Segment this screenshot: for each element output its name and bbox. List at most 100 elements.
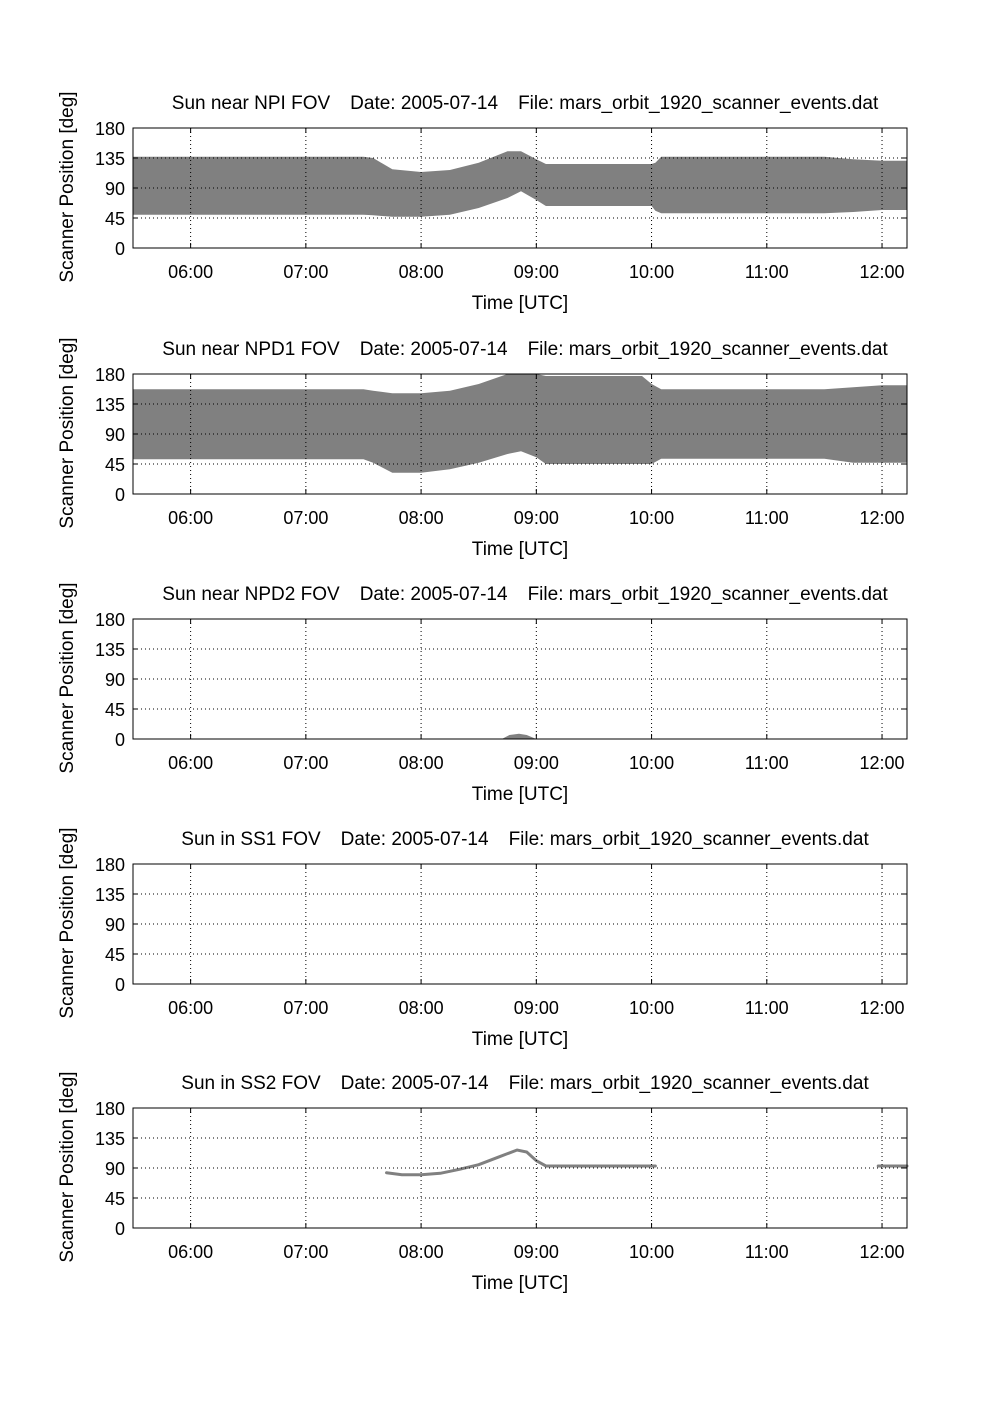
y-tick-label: 90 <box>105 670 125 690</box>
x-tick-label: 07:00 <box>283 262 328 282</box>
x-tick-label: 11:00 <box>745 753 789 773</box>
y-tick-label: 0 <box>115 485 125 505</box>
x-tick-label: 09:00 <box>514 262 559 282</box>
y-tick-label: 90 <box>105 179 125 199</box>
x-tick-label: 12:00 <box>860 1242 905 1262</box>
y-axis-label: Scanner Position [deg] <box>57 827 78 1018</box>
x-tick-label: 10:00 <box>629 1242 674 1262</box>
y-tick-label: 135 <box>95 885 125 905</box>
x-axis-label: Time [UTC] <box>472 539 568 560</box>
title-date: Date: 2005-07-14 <box>341 1073 489 1094</box>
y-axis-label: Scanner Position [deg] <box>57 337 78 528</box>
title-date: Date: 2005-07-14 <box>360 339 508 360</box>
title-text: Sun in SS1 FOV <box>181 829 321 850</box>
y-tick-label: 180 <box>95 610 125 630</box>
y-tick-label: 0 <box>115 975 125 995</box>
y-tick-label: 45 <box>105 1189 125 1209</box>
x-tick-label: 09:00 <box>514 998 559 1018</box>
x-tick-label: 11:00 <box>745 508 789 528</box>
x-tick-label: 06:00 <box>168 998 213 1018</box>
x-tick-label: 10:00 <box>629 998 674 1018</box>
panel-sun-near-npd1-fov: 06:00 07:00 08:00 09:00 10:00 11:00 12:00 0 45 90… <box>57 337 908 560</box>
x-tick-label: 10:00 <box>629 262 674 282</box>
y-tick-label: 45 <box>105 455 125 475</box>
y-tick-label: 135 <box>95 395 125 415</box>
scanner-band-0 <box>133 151 907 217</box>
x-tick-label: 06:00 <box>168 1242 213 1262</box>
title-text: Sun near NPD1 FOV <box>162 339 340 360</box>
x-tick-label: 06:00 <box>168 753 213 773</box>
x-axis-label: Time [UTC] <box>472 784 568 805</box>
y-tick-label: 45 <box>105 209 125 229</box>
x-tick-label: 12:00 <box>860 262 905 282</box>
panel-title: Sun in SS2 FOV Date: 2005-07-14 File: mars… <box>181 1073 869 1094</box>
title-text: Sun near NPD2 FOV <box>162 584 340 605</box>
title-date: Date: 2005-07-14 <box>360 584 508 605</box>
x-tick-label: 07:00 <box>283 1242 328 1262</box>
panel-title: Sun near NPD1 FOV Date: 2005-07-14 File: m… <box>162 339 888 360</box>
scanner-band-0 <box>133 374 907 473</box>
title-file: File: mars_orbit_1920_scanner_events.dat <box>528 584 889 605</box>
panel-sun-in-ss2-fov: 06:00 07:00 08:00 09:00 10:00 11:00 12:00 0 45 90… <box>57 1071 909 1294</box>
x-tick-label: 12:00 <box>860 998 905 1018</box>
y-tick-label: 135 <box>95 1129 125 1149</box>
x-axis-label: Time [UTC] <box>472 1029 568 1050</box>
x-tick-label: 08:00 <box>399 1242 444 1262</box>
y-tick-label: 0 <box>115 1219 125 1239</box>
y-tick-label: 180 <box>95 855 125 875</box>
panel-title: Sun in SS1 FOV Date: 2005-07-14 File: mars… <box>181 829 869 850</box>
y-tick-label: 90 <box>105 1159 125 1179</box>
x-axis-label: Time [UTC] <box>472 293 568 314</box>
x-tick-label: 12:00 <box>860 508 905 528</box>
y-tick-label: 180 <box>95 119 125 139</box>
y-tick-label: 180 <box>95 365 125 385</box>
panel-sun-near-npi-fov: 06:00 07:00 08:00 09:00 10:00 11:00 12:00 0 45 90… <box>57 91 908 314</box>
y-tick-label: 0 <box>115 730 125 750</box>
x-tick-label: 07:00 <box>283 508 328 528</box>
y-tick-label: 135 <box>95 149 125 169</box>
x-tick-label: 11:00 <box>745 998 789 1018</box>
scanner-line-0 <box>385 1148 657 1177</box>
x-tick-label: 09:00 <box>514 753 559 773</box>
x-tick-label: 07:00 <box>283 753 328 773</box>
title-file: File: mars_orbit_1920_scanner_events.dat <box>509 829 870 850</box>
y-tick-label: 90 <box>105 425 125 445</box>
y-tick-label: 45 <box>105 945 125 965</box>
x-tick-label: 11:00 <box>745 1242 789 1262</box>
scanner-band-0 <box>501 733 537 739</box>
panel-sun-near-npd2-fov: 06:00 07:00 08:00 09:00 10:00 11:00 12:00 0 45 90… <box>57 582 908 805</box>
panel-title: Sun near NPD2 FOV Date: 2005-07-14 File: m… <box>162 584 888 605</box>
x-tick-label: 08:00 <box>399 262 444 282</box>
y-tick-label: 45 <box>105 700 125 720</box>
title-date: Date: 2005-07-14 <box>350 93 498 114</box>
x-tick-label: 06:00 <box>168 508 213 528</box>
x-tick-label: 09:00 <box>514 508 559 528</box>
panel-sun-in-ss1-fov: 06:00 07:00 08:00 09:00 10:00 11:00 12:00 0 45 90… <box>57 827 908 1050</box>
x-tick-label: 07:00 <box>283 998 328 1018</box>
x-tick-label: 11:00 <box>745 262 789 282</box>
x-tick-label: 08:00 <box>399 998 444 1018</box>
title-file: File: mars_orbit_1920_scanner_events.dat <box>518 93 879 114</box>
x-tick-label: 09:00 <box>514 1242 559 1262</box>
y-axis-label: Scanner Position [deg] <box>57 582 78 773</box>
y-tick-label: 0 <box>115 239 125 259</box>
title-date: Date: 2005-07-14 <box>341 829 489 850</box>
y-tick-label: 180 <box>95 1099 125 1119</box>
y-axis-label: Scanner Position [deg] <box>57 1071 78 1262</box>
y-tick-label: 90 <box>105 915 125 935</box>
panel-title: Sun near NPI FOV Date: 2005-07-14 File: ma… <box>172 93 879 114</box>
title-file: File: mars_orbit_1920_scanner_events.dat <box>528 339 889 360</box>
title-text: Sun in SS2 FOV <box>181 1073 321 1094</box>
x-tick-label: 10:00 <box>629 753 674 773</box>
x-tick-label: 08:00 <box>399 508 444 528</box>
x-tick-label: 08:00 <box>399 753 444 773</box>
x-tick-label: 06:00 <box>168 262 213 282</box>
x-axis-label: Time [UTC] <box>472 1273 568 1294</box>
title-text: Sun near NPI FOV <box>172 93 331 114</box>
x-tick-label: 12:00 <box>860 753 905 773</box>
x-tick-label: 10:00 <box>629 508 674 528</box>
y-tick-label: 135 <box>95 640 125 660</box>
title-file: File: mars_orbit_1920_scanner_events.dat <box>509 1073 870 1094</box>
y-axis-label: Scanner Position [deg] <box>57 91 78 282</box>
